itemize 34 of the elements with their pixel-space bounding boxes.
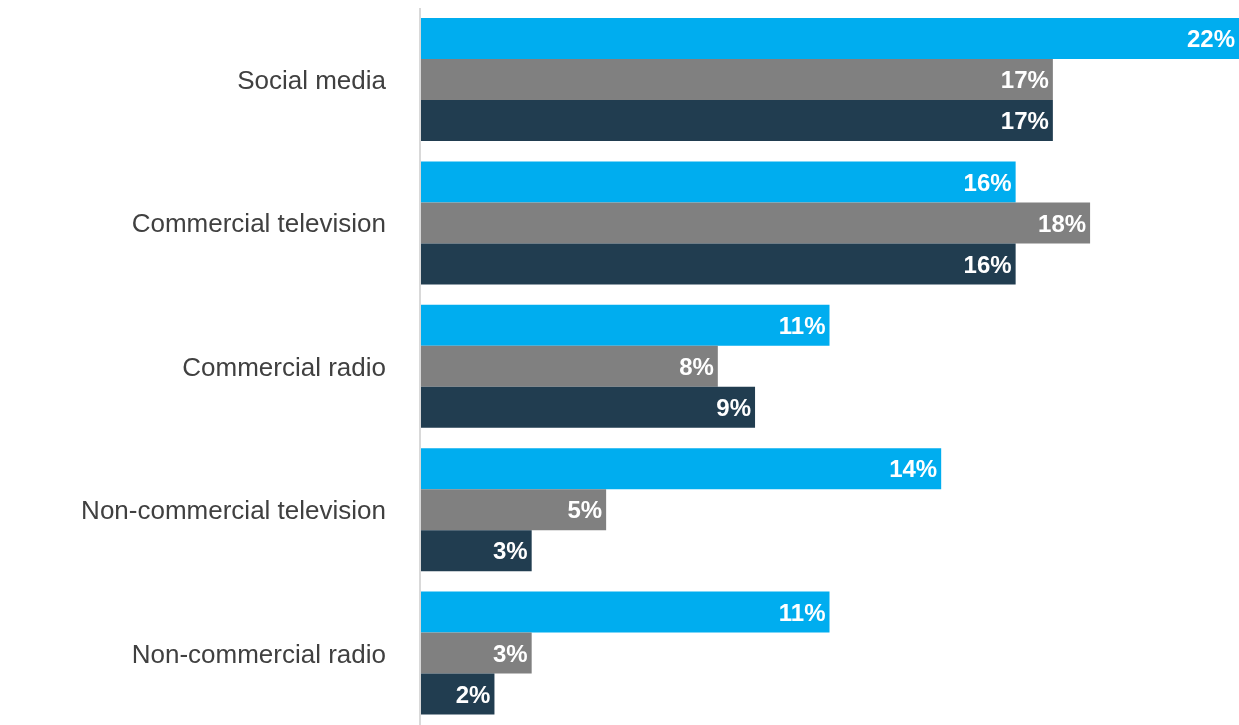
bar [420,591,830,633]
bar [420,202,1091,244]
bar [420,304,830,346]
data-label: 16% [963,168,1012,196]
data-label: 14% [889,455,938,483]
bar [420,530,532,572]
data-label: 5% [567,496,603,524]
bar [420,386,756,428]
data-label: 11% [778,311,826,339]
bar [420,59,1053,100]
data-label: 18% [1038,209,1087,237]
data-label: 11% [778,598,826,626]
data-label: 17% [1000,66,1049,94]
data-label: 8% [679,352,714,380]
bar [420,345,718,387]
y-tick-label: Social media [237,64,387,95]
bar [420,448,942,490]
bar [420,489,607,531]
y-tick-label: Non-commercial television [81,495,386,526]
y-tick-label: Commercial television [131,208,386,239]
y-tick-label: Non-commercial radio [131,638,386,669]
bar [420,243,1016,285]
data-label: 16% [963,250,1012,278]
bar [420,18,1239,59]
y-tick-label: Commercial radio [182,351,386,382]
data-label: 3% [492,639,528,667]
data-label: 9% [716,393,752,421]
bar [420,632,532,674]
data-label: 2% [455,680,491,708]
data-label: 17% [1000,107,1049,135]
bar [420,100,1053,141]
data-label: 22% [1186,25,1235,53]
bar [420,161,1016,203]
data-label: 3% [492,537,528,565]
